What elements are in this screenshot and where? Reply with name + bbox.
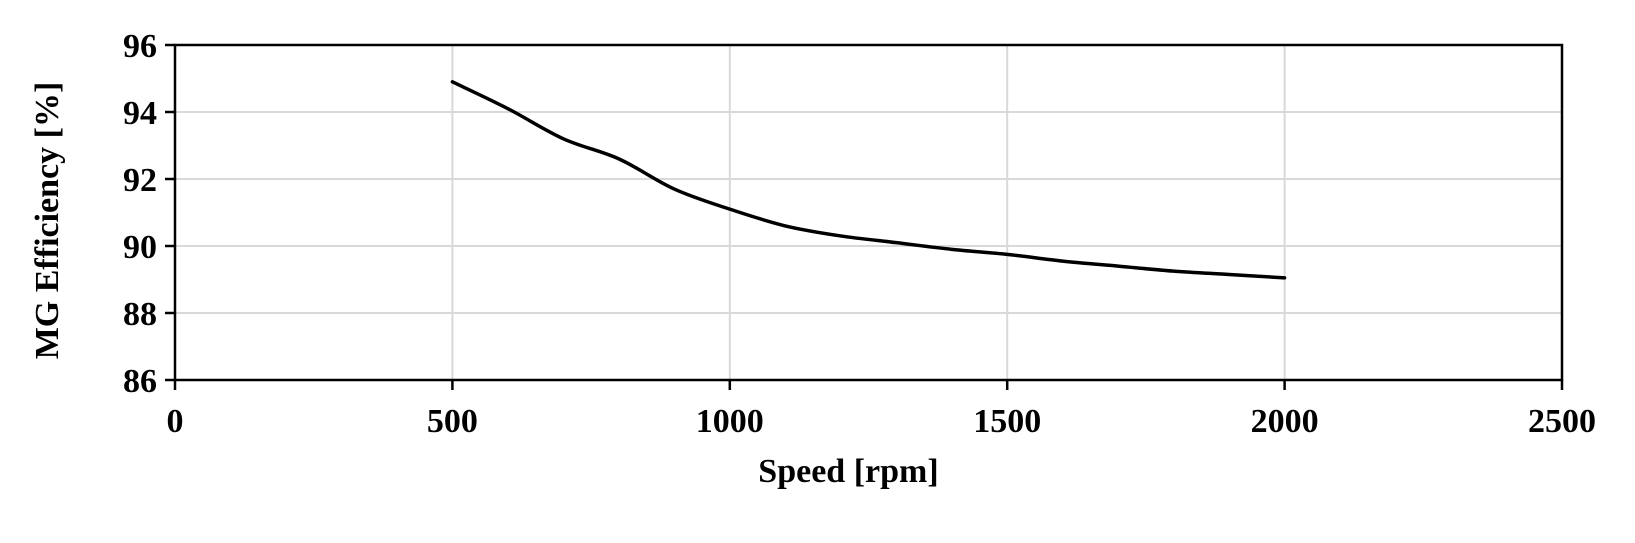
x-axis-label: Speed [rpm] bbox=[758, 453, 938, 490]
x-tick-label: 2000 bbox=[1251, 403, 1319, 440]
gridlines bbox=[175, 45, 1562, 380]
y-tick-label: 88 bbox=[123, 296, 157, 333]
y-tick-label: 90 bbox=[123, 229, 157, 266]
tick-marks bbox=[165, 43, 1564, 390]
y-tick-label: 86 bbox=[123, 363, 157, 400]
x-tick-label: 2500 bbox=[1528, 403, 1596, 440]
y-axis-label: MG Efficiency [%] bbox=[29, 82, 66, 360]
x-tick-label: 1000 bbox=[696, 403, 764, 440]
x-tick-label: 0 bbox=[167, 403, 184, 440]
plot-frame bbox=[173, 43, 1564, 382]
x-tick-labels: 0 500 1000 1500 2000 2500 bbox=[167, 403, 1597, 440]
y-tick-label: 92 bbox=[123, 162, 157, 199]
x-tick-label: 1500 bbox=[973, 403, 1041, 440]
y-tick-labels: 86 88 90 92 94 96 bbox=[123, 28, 157, 400]
y-tick-label: 94 bbox=[123, 95, 157, 132]
series-group bbox=[450, 80, 1287, 280]
series-line bbox=[450, 80, 1287, 280]
x-tick-label: 500 bbox=[427, 403, 478, 440]
y-tick-label: 96 bbox=[123, 28, 157, 65]
